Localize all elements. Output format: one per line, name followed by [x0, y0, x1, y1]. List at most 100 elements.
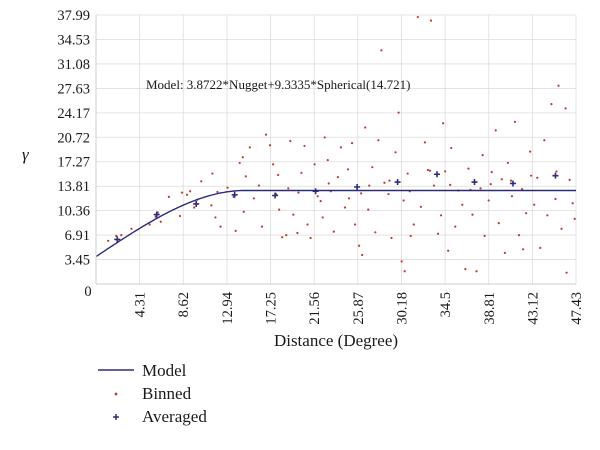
binned-point	[350, 141, 354, 145]
binned-point	[242, 210, 245, 213]
binned-point	[380, 49, 383, 52]
binned-point	[193, 206, 196, 209]
binned-point	[309, 236, 312, 240]
binned-point	[358, 244, 361, 247]
averaged-point	[193, 200, 200, 207]
binned-point	[426, 168, 430, 172]
binned-point	[281, 236, 284, 239]
legend-dot-swatch	[114, 392, 118, 396]
y-tick-label: 17.27	[57, 155, 90, 171]
binned-point	[167, 195, 170, 199]
binned-point	[447, 249, 450, 252]
y-tick-label: 37.99	[57, 8, 90, 24]
binned-point	[503, 251, 506, 254]
binned-point	[536, 176, 539, 179]
binned-point	[367, 208, 370, 211]
binned-point	[214, 216, 217, 219]
averaged-point	[434, 171, 441, 178]
binned-point	[248, 146, 251, 149]
binned-point	[234, 229, 237, 232]
binned-point	[336, 175, 339, 179]
averaged-point	[354, 183, 361, 190]
averaged-point	[471, 179, 478, 186]
binned-point	[546, 214, 549, 217]
binned-point	[506, 161, 509, 165]
x-tick-label: 47.43	[569, 292, 585, 325]
averaged-point	[509, 180, 516, 187]
binned-point	[371, 166, 374, 169]
binned-point	[521, 248, 525, 251]
binned-point	[360, 192, 363, 195]
binned-point	[429, 19, 433, 22]
grid-lines	[96, 14, 577, 284]
binned-point	[107, 239, 110, 242]
x-tick-label: 38.81	[482, 292, 498, 325]
y-axis-title: γ	[22, 145, 30, 164]
legend-plus-swatch	[113, 414, 119, 420]
binned-point	[555, 170, 558, 173]
binned-point	[211, 172, 214, 175]
binned-point	[303, 144, 306, 148]
binned-point	[489, 183, 492, 186]
binned-point	[513, 120, 517, 123]
binned-point	[277, 173, 280, 177]
x-axis-title: Distance (Degree)	[274, 331, 398, 350]
binned-point	[397, 111, 400, 114]
binned-point	[409, 234, 412, 237]
binned-point	[327, 182, 330, 185]
axes	[95, 15, 576, 285]
legend-line-swatch	[98, 369, 134, 371]
binned-point	[461, 203, 464, 206]
binned-point	[219, 225, 222, 228]
y-tick-label: 6.91	[65, 228, 90, 244]
binned-point	[297, 191, 300, 194]
binned-point	[529, 150, 532, 153]
binned-point	[490, 171, 493, 174]
x-tick-label: 43.12	[525, 292, 541, 325]
binned-point	[268, 144, 272, 147]
binned-point	[444, 170, 447, 173]
binned-point	[565, 271, 568, 274]
binned-point	[406, 172, 409, 175]
binned-point	[467, 167, 470, 170]
binned-point	[159, 220, 162, 223]
binned-point	[387, 192, 390, 196]
binned-point	[419, 205, 422, 208]
legend-label-model: Model	[142, 361, 187, 380]
averaged-point	[153, 211, 160, 218]
binned-point	[450, 146, 453, 150]
binned-point	[180, 191, 184, 194]
binned-point	[416, 15, 419, 19]
legend-item-binned: Binned	[96, 383, 296, 406]
binned-point	[364, 126, 367, 129]
binned-point	[412, 223, 415, 226]
binned-point	[500, 178, 503, 181]
binned-point	[319, 200, 322, 203]
binned-point	[530, 174, 533, 177]
averaged-point	[312, 188, 319, 195]
binned-point	[346, 168, 350, 171]
binned-point	[568, 178, 571, 182]
averaged-point	[114, 236, 121, 243]
binned-point	[287, 187, 290, 190]
y-tick-label: 27.63	[57, 81, 90, 97]
variogram-chart: 3.45 6.91 10.36 13.81 17.27 20.72 24.17 27.63 31…	[22, 8, 585, 350]
binned-point	[454, 225, 457, 228]
x-tick-label: 30.18	[394, 292, 410, 325]
binned-point	[216, 190, 219, 194]
binned-point	[573, 217, 576, 220]
legend-label-averaged: Averaged	[142, 407, 207, 426]
legend: Model Binned Averaged	[96, 360, 296, 429]
binned-point	[400, 260, 403, 263]
x-tick-label: 21.56	[307, 292, 323, 325]
binned-point	[306, 223, 309, 226]
averaged-point	[394, 179, 401, 186]
legend-label-binned: Binned	[142, 384, 192, 403]
binned-point	[264, 133, 268, 136]
binned-point	[289, 139, 292, 143]
binned-point	[394, 151, 397, 154]
binned-point	[300, 171, 303, 174]
binned-point	[326, 158, 329, 162]
binned-point	[487, 199, 490, 202]
averaged-point	[552, 172, 559, 179]
